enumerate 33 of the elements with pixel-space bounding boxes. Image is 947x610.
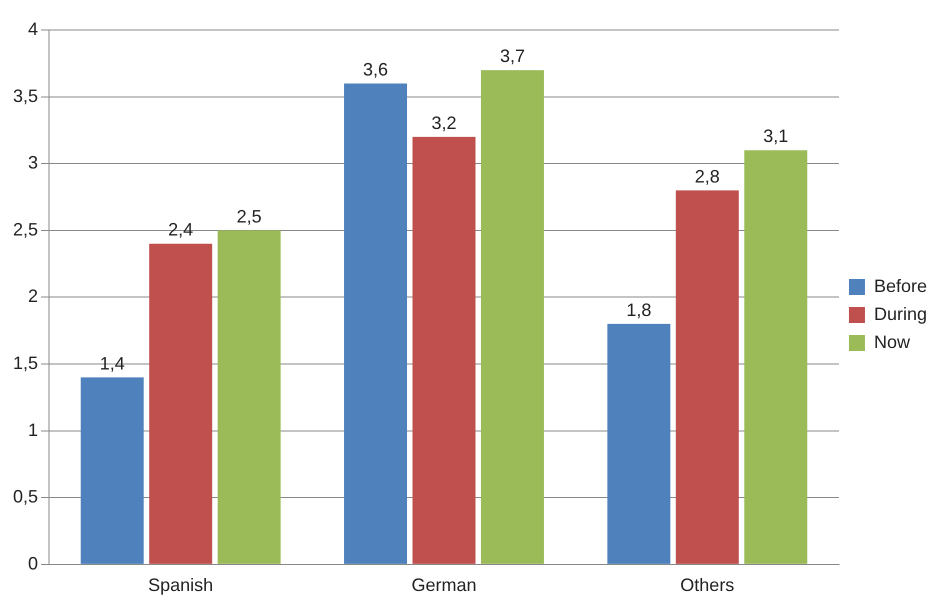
bar: [744, 150, 808, 564]
y-tick-label: 3: [28, 152, 38, 173]
data-label: 3,1: [763, 126, 788, 146]
data-label: 3,7: [500, 46, 525, 66]
y-tick-label: 3,5: [12, 86, 38, 106]
y-tick-label: 0: [28, 553, 38, 574]
y-tick-label: 1: [28, 420, 38, 440]
data-label: 3,2: [431, 112, 457, 133]
data-label: 2,5: [236, 206, 262, 226]
legend-label: Before: [874, 276, 928, 296]
bar: [218, 230, 281, 564]
y-tick-label: 0,5: [12, 486, 38, 507]
x-tick-label: Spanish: [148, 575, 214, 596]
bar: [412, 136, 476, 564]
y-tick-label: 2: [28, 286, 38, 306]
y-tick-label: 1,5: [12, 352, 38, 373]
y-tick-label: 2,5: [12, 219, 38, 240]
y-tick-label: 4: [28, 18, 38, 39]
bar: [676, 190, 739, 564]
bar: [607, 324, 670, 564]
bar: [344, 83, 408, 564]
bar: [480, 70, 544, 564]
data-label: 1,4: [100, 353, 125, 374]
data-label: 1,8: [626, 300, 652, 320]
bar: [80, 377, 144, 564]
x-tick-label: German: [411, 575, 477, 596]
data-label: 3,6: [363, 59, 388, 80]
legend-label: Now: [874, 332, 911, 352]
legend-label: During: [874, 304, 927, 324]
x-tick-label: Others: [680, 575, 734, 596]
data-label: 2,8: [694, 166, 720, 186]
bar: [149, 244, 212, 564]
data-label: 2,4: [168, 220, 194, 240]
